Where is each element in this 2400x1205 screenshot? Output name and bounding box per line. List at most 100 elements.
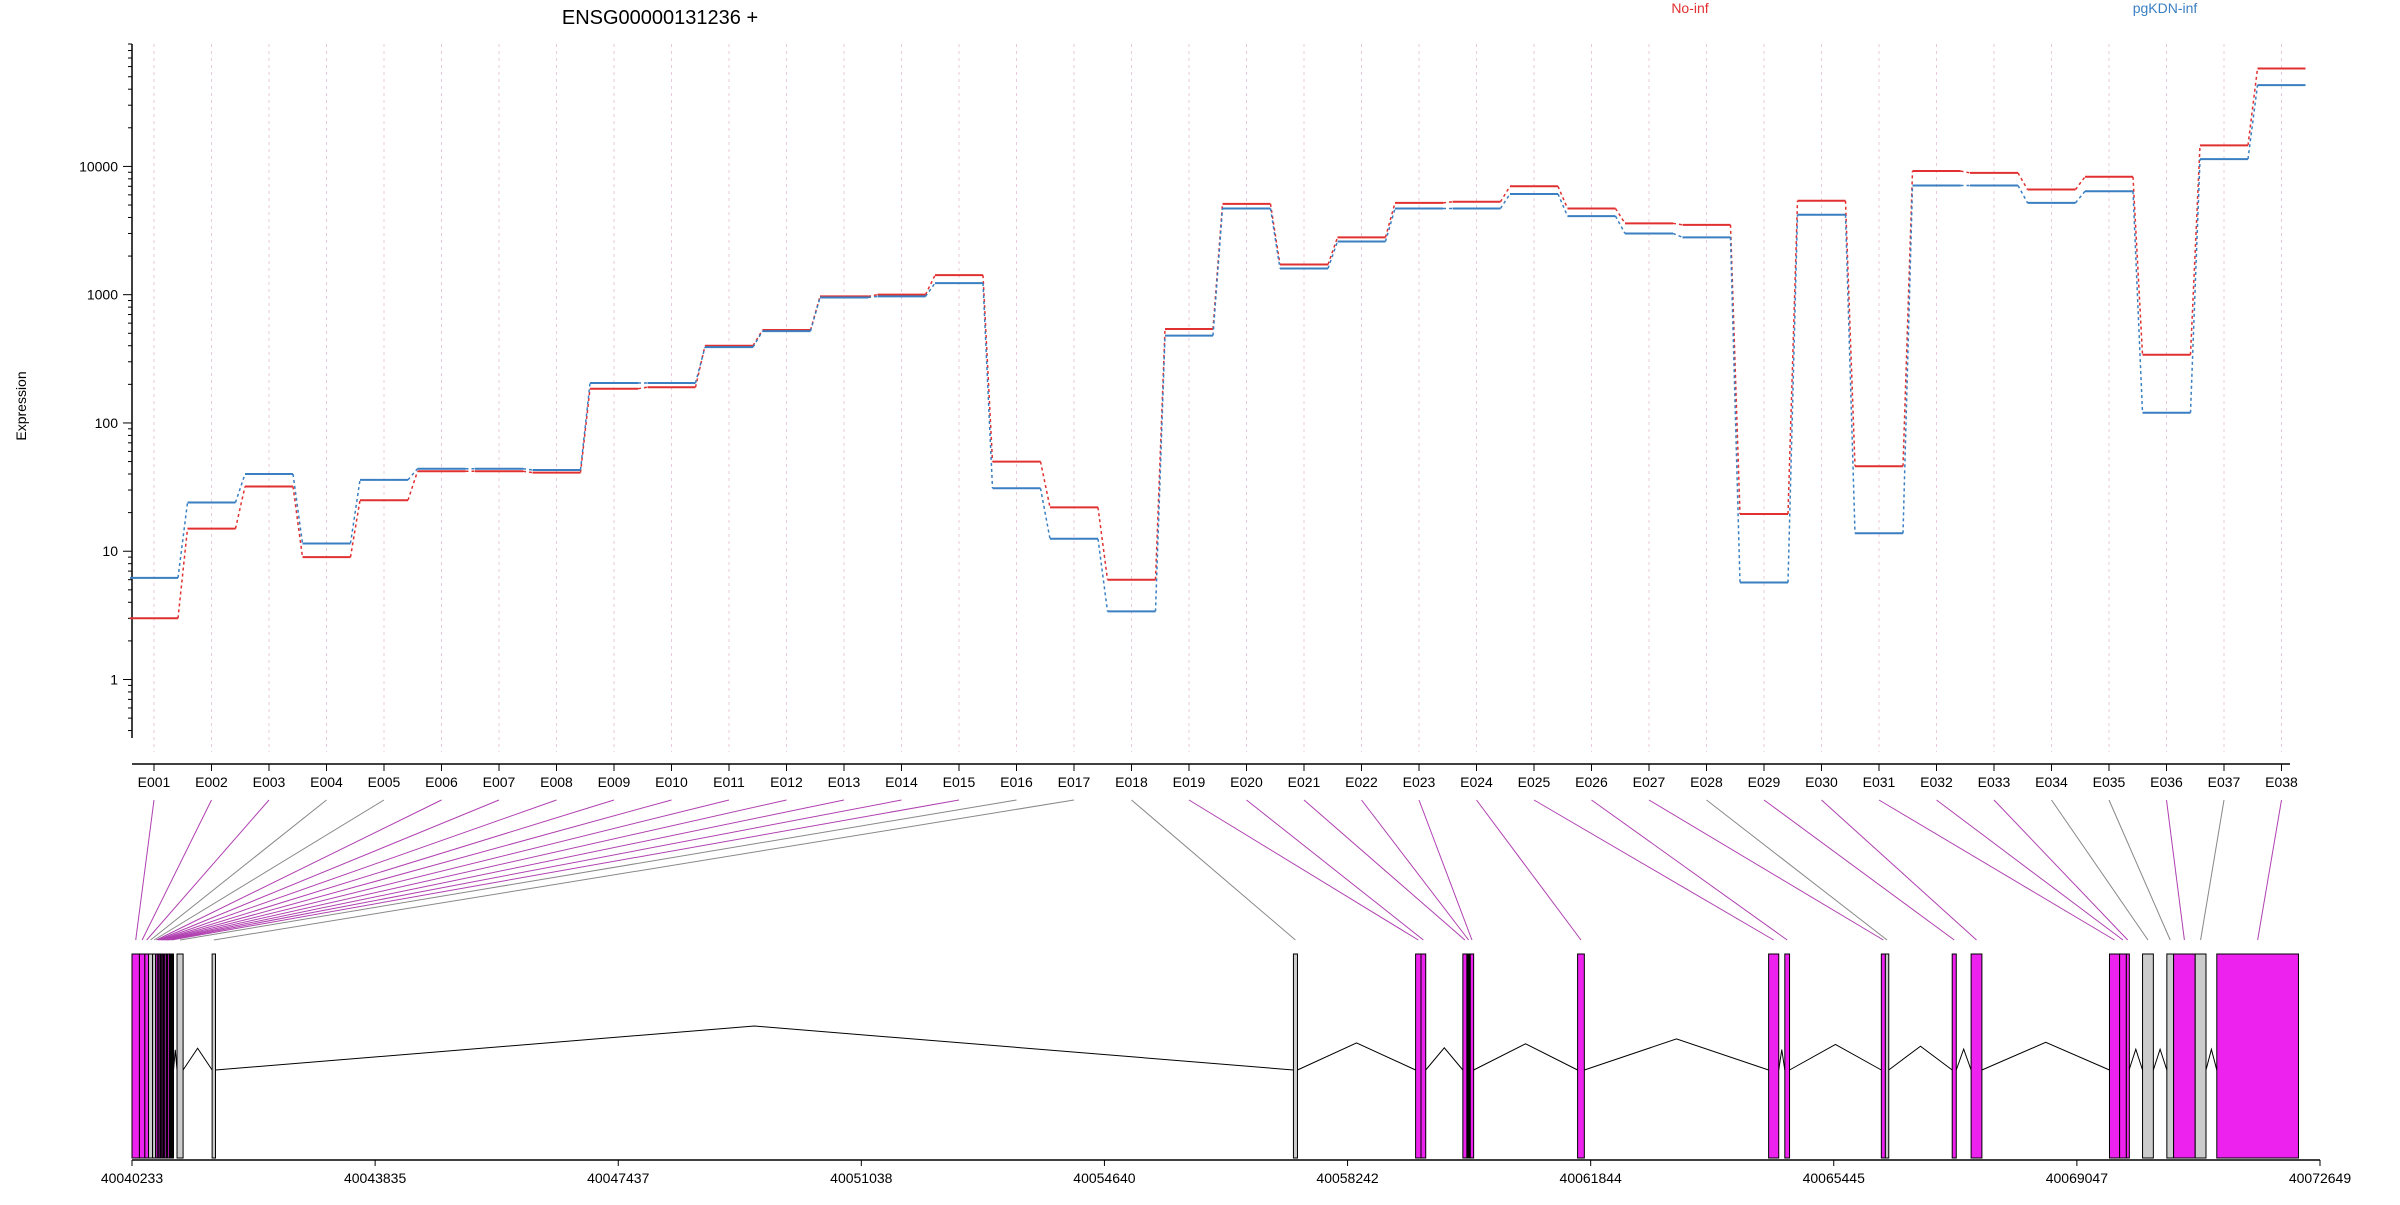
exon-tick-label-e018: E018 [1115,774,1148,790]
exon-tick-label-e014: E014 [885,774,918,790]
intron-e015-e016 [173,1049,178,1071]
series-pgkdn-inf-transition [349,479,361,544]
connector-e037 [2200,799,2225,941]
exon-tick-label-e020: E020 [1230,774,1263,790]
exon-tick-label-e025: E025 [1518,774,1551,790]
exon-tick-label-e026: E026 [1575,774,1608,790]
series-no-inf-transition [234,486,246,529]
exon-tick-label-e005: E005 [368,774,401,790]
series-pgkdn-inf-transition [2189,159,2201,413]
series-no-inf-transition [637,386,648,390]
series-pgkdn-inf-transition [1097,538,1109,612]
exon-box-e015 [168,953,175,1159]
legend-no-inf: No-inf [1671,0,1708,16]
series-no-inf-transition [407,471,419,501]
coordinate-tick-label: 40043835 [344,1170,407,1186]
connector-e034 [2051,799,2149,941]
series-lines [130,67,2306,620]
exon-box-e022 [1466,953,1471,1159]
exon-tick-label-e038: E038 [2265,774,2298,790]
exon-box-e026 [1784,953,1791,1159]
intron-e029-e030 [1955,1047,1972,1071]
exon-box-e021 [1462,953,1468,1159]
intron-lines [173,1025,2218,1071]
exon-tick-label-e004: E004 [310,774,343,790]
connector-e014 [168,799,902,941]
connector-e004 [150,799,327,941]
series-pgkdn-inf-transition [1787,214,1799,583]
connector-e013 [166,799,845,941]
coordinate-tick-label: 40054640 [1073,1170,1136,1186]
connector-e012 [165,799,787,941]
series-no-inf-transition [1557,185,1569,209]
connector-e007 [157,799,500,941]
exon-tick-label-e034: E034 [2035,774,2068,790]
exon-box-e031 [2108,953,2121,1159]
exon-axis: E001 E002 E003 E004 E005 E006 E007 E008 E009 E010… [132,763,2298,790]
exon-tick-label-e028: E028 [1690,774,1723,790]
series-pgkdn-inf-transition [924,282,936,297]
intron-e033-e034 [2128,1047,2144,1071]
y-tick-label: 10000 [79,158,118,174]
exon-box-e030 [1970,953,1983,1159]
exon-box-e036 [2173,953,2196,1159]
series-no-inf-transition [2074,176,2086,191]
y-axis: 1 10 100 1000 10000 [79,43,133,738]
series-no-inf-transition [2189,145,2201,355]
exon-box-e027 [1880,953,1886,1159]
exon-tick-label-e002: E002 [195,774,228,790]
connector-e025 [1533,799,1774,941]
series-pgkdn-inf-transition [1614,215,1626,234]
exon-box-e035 [2166,953,2175,1159]
connector-e006 [156,799,442,941]
coordinate-tick-label: 40065445 [1803,1170,1866,1186]
series-pgkdn-inf-transition [1499,193,1511,209]
series-no-inf-transition [1787,200,1799,515]
series-pgkdn-inf-transition [177,502,189,578]
exon-box-e004 [148,953,154,1159]
series-no-inf-transition [752,329,764,347]
connector-e027 [1648,799,1884,941]
connector-e017 [213,799,1075,941]
intron-e016-e017 [182,1047,213,1071]
intron-e026-e027 [1789,1043,1882,1071]
connector-e010 [161,799,672,941]
connector-e024 [1476,799,1582,941]
connector-e019 [1188,799,1419,941]
series-pgkdn-inf-transition [982,283,994,489]
exon-box-e025 [1768,953,1780,1159]
coordinate-tick-label: 40061844 [1560,1170,1623,1186]
exon-tick-label-e033: E033 [1978,774,2011,790]
intron-e028-e029 [1888,1045,1953,1071]
series-pgkdn-inf-transition [2247,85,2259,160]
connector-e009 [160,799,615,941]
exon-box-e033 [2125,953,2130,1159]
connector-e028 [1706,799,1888,941]
series-no-inf-transition [2247,68,2259,146]
exon-tick-label-e017: E017 [1058,774,1091,790]
series-pgkdn-inf-transition [1557,193,1569,217]
intron-e037-e038 [2205,1047,2218,1071]
series-pgkdn-inf-transition [694,346,706,384]
exon-tick-label-e035: E035 [2093,774,2126,790]
connector-e008 [159,799,557,941]
exon-tick-label-e030: E030 [1805,774,1838,790]
series-pgkdn-inf-transition [292,473,304,544]
connector-e029 [1763,799,1955,941]
connector-e011 [163,799,730,941]
intron-e023-e024 [1473,1043,1578,1071]
exon-tick-label-e024: E024 [1460,774,1493,790]
exon-tick-label-e016: E016 [1000,774,1033,790]
connector-e001 [135,799,155,941]
exon-tick-label-e013: E013 [828,774,861,790]
series-pgkdn-inf-transition [1844,214,1856,534]
connector-e026 [1591,799,1788,941]
exon-tick-label-e008: E008 [540,774,573,790]
series-pgkdn-inf-transition [809,297,821,332]
connector-e003 [146,799,270,941]
intron-e030-e031 [1981,1041,2110,1071]
exon-box-e024 [1577,953,1585,1159]
intron-e025-e026 [1778,1049,1786,1071]
